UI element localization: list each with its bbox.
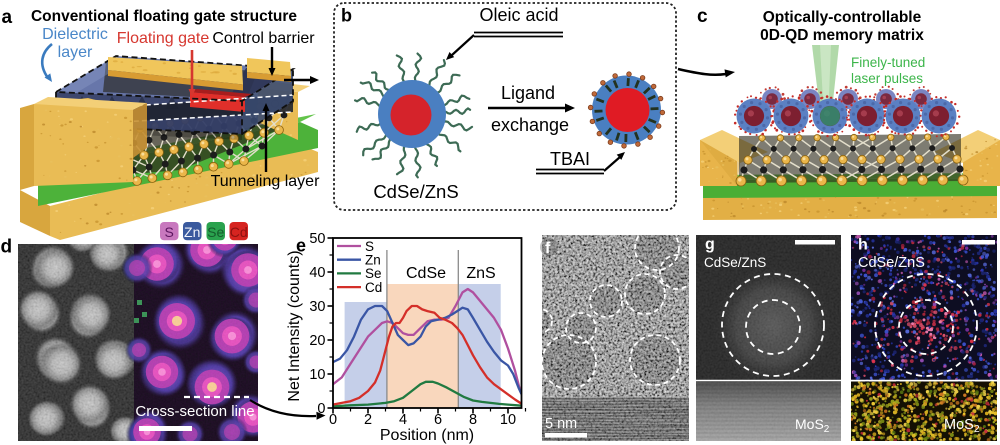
svg-text:Cd: Cd: [230, 224, 248, 240]
svg-text:Floating gate: Floating gate: [117, 30, 210, 47]
svg-text:0D-QD memory matrix: 0D-QD memory matrix: [760, 27, 924, 44]
svg-text:8: 8: [469, 412, 477, 428]
svg-text:Zn: Zn: [184, 224, 200, 240]
svg-text:c: c: [697, 6, 708, 27]
svg-text:layer: layer: [58, 44, 93, 61]
svg-text:a: a: [2, 7, 13, 28]
svg-text:ZnS: ZnS: [466, 265, 495, 282]
svg-text:10: 10: [309, 367, 325, 383]
svg-text:CdSe/ZnS: CdSe/ZnS: [373, 181, 458, 202]
svg-text:Finely-tuned: Finely-tuned: [851, 55, 925, 70]
svg-text:S: S: [165, 224, 174, 240]
svg-text:40: 40: [309, 265, 325, 281]
svg-text:Cd: Cd: [365, 280, 382, 295]
svg-text:Dielectric: Dielectric: [42, 26, 108, 43]
svg-text:laser pulses: laser pulses: [851, 71, 923, 86]
svg-text:Cross-section line: Cross-section line: [135, 403, 254, 420]
svg-text:30: 30: [309, 299, 325, 315]
svg-text:6: 6: [434, 412, 442, 428]
svg-text:CdSe: CdSe: [406, 265, 446, 282]
svg-text:Position (nm): Position (nm): [380, 427, 474, 444]
svg-text:0: 0: [317, 401, 325, 417]
svg-text:2: 2: [364, 412, 372, 428]
svg-text:50: 50: [309, 231, 325, 247]
svg-text:S: S: [365, 239, 374, 254]
svg-text:e: e: [296, 236, 306, 256]
svg-text:exchange: exchange: [491, 115, 569, 135]
svg-text:f: f: [545, 240, 551, 257]
svg-text:Zn: Zn: [365, 253, 381, 268]
svg-text:5 nm: 5 nm: [545, 416, 577, 432]
svg-text:Se: Se: [207, 224, 224, 240]
svg-text:Oleic acid: Oleic acid: [479, 5, 558, 25]
svg-text:CdSe/ZnS: CdSe/ZnS: [704, 255, 766, 270]
svg-text:Optically-controllable: Optically-controllable: [763, 9, 922, 26]
svg-text:Tunneling layer: Tunneling layer: [211, 173, 320, 190]
svg-text:Conventional floating gate str: Conventional floating gate structure: [31, 8, 297, 25]
svg-text:Ligand: Ligand: [501, 83, 555, 103]
svg-text:h: h: [858, 237, 868, 254]
svg-text:Net Intensity (counts): Net Intensity (counts): [286, 250, 303, 401]
svg-text:TBAI: TBAI: [550, 149, 590, 169]
svg-text:b: b: [341, 6, 352, 26]
svg-text:Se: Se: [365, 266, 382, 281]
svg-text:10: 10: [500, 412, 516, 428]
svg-text:4: 4: [399, 412, 407, 428]
svg-text:MoS2: MoS2: [944, 417, 980, 435]
svg-text:d: d: [1, 237, 13, 258]
svg-text:Control barrier: Control barrier: [212, 30, 315, 47]
svg-text:20: 20: [309, 333, 325, 349]
svg-text:CdSe/ZnS: CdSe/ZnS: [858, 255, 925, 271]
svg-text:0: 0: [329, 412, 337, 428]
svg-text:MoS2: MoS2: [795, 416, 830, 435]
svg-text:g: g: [705, 236, 715, 253]
